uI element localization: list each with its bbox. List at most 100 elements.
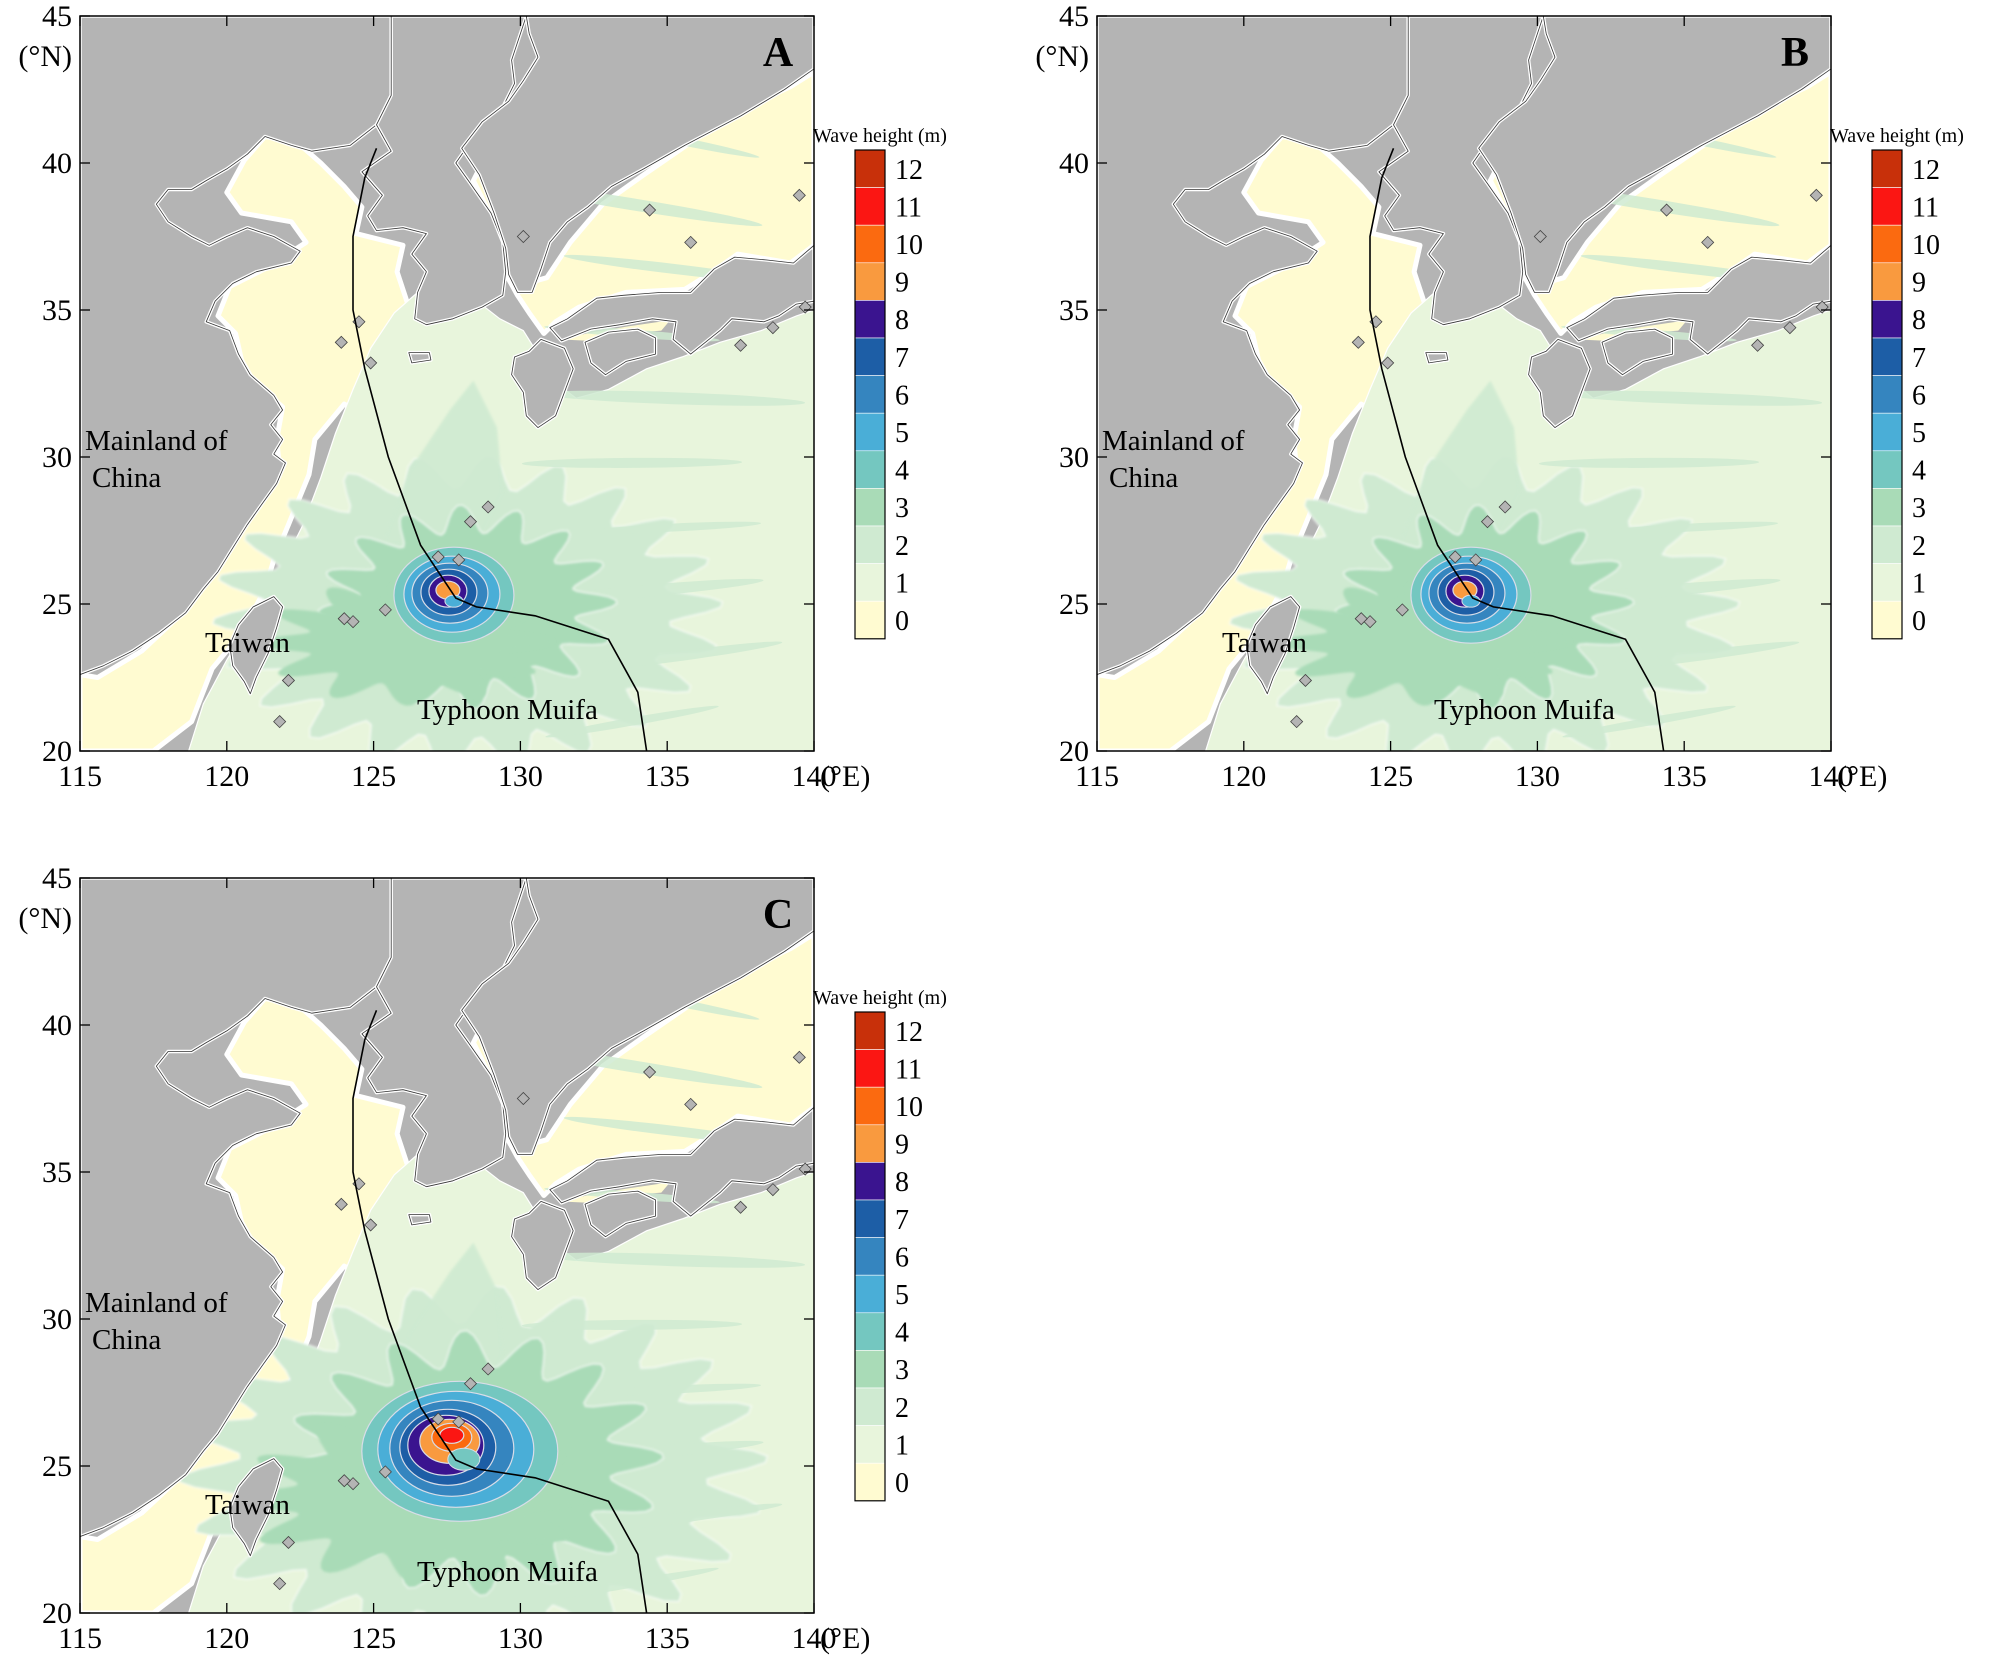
lat-tick-label: 40 [42, 147, 72, 180]
colorbar-label: 7 [1912, 343, 1926, 374]
lat-unit-label: (°N) [18, 902, 72, 935]
colorbar-swatch [1871, 450, 1903, 489]
island-marker [378, 1465, 392, 1479]
typhoon-track [1369, 148, 1665, 751]
colorbar-swatch [1871, 488, 1903, 527]
storm-core [1410, 546, 1532, 644]
map-frame: 115 120 125 130 135 140202530354045(°E)(°N)Ma… [1035, 0, 1964, 793]
label-mainland-china-2: China [1109, 462, 1178, 494]
island-marker [273, 715, 287, 729]
map-frame: 115 120 125 130 135 140202530354045(°E)(°N)Ma… [18, 0, 947, 793]
island-marker [1381, 356, 1395, 370]
lat-tick-label: 45 [1059, 0, 1089, 33]
island-marker [431, 550, 445, 564]
colorbar-swatch [854, 450, 886, 489]
island-marker [766, 321, 780, 335]
colorbar-swatch [854, 1274, 886, 1314]
island-marker [1298, 673, 1313, 688]
lon-tick-label: 135 [645, 1622, 690, 1655]
storm-eye [444, 594, 464, 608]
colorbar-swatch [1871, 337, 1903, 376]
lat-unit-label: (°N) [1035, 40, 1089, 73]
colorbar-label: 1 [1912, 568, 1926, 599]
colorbar-swatch [854, 1312, 886, 1351]
island-marker [273, 1577, 287, 1591]
island-marker [281, 1535, 296, 1550]
lat-tick-label: 40 [1059, 147, 1089, 180]
storm-core [361, 1380, 559, 1522]
island-marker [684, 1097, 698, 1111]
label-taiwan: Taiwan [1222, 627, 1307, 659]
colorbar-label: 10 [1912, 230, 1940, 261]
island-marker [1498, 500, 1512, 514]
colorbar-label: 4 [895, 1318, 909, 1349]
lon-tick-label: 115 [1075, 760, 1119, 793]
island-marker [1783, 321, 1797, 335]
colorbar-title: Wave height (m) [813, 987, 947, 1009]
colorbar-swatch [1871, 300, 1903, 339]
colorbar-label: 11 [895, 192, 922, 223]
lat-tick-label: 45 [42, 0, 72, 33]
lon-tick-label: 115 [58, 1622, 102, 1655]
panel-label: A [763, 30, 794, 76]
storm-eye [1461, 594, 1481, 608]
colorbar-label: 0 [895, 606, 909, 637]
lon-tick-label: 140 [792, 1622, 837, 1655]
colorbar-label: 10 [895, 230, 923, 261]
island-marker [334, 1197, 348, 1211]
island-marker [792, 1050, 806, 1064]
colorbar-label: 10 [895, 1092, 923, 1123]
colorbar-swatch [854, 300, 886, 339]
lat-tick-label: 25 [42, 1450, 72, 1483]
lon-tick-label: 130 [498, 1622, 543, 1655]
panel-label: C [763, 892, 793, 938]
lat-tick-label: 25 [42, 588, 72, 621]
island-marker [516, 1091, 530, 1106]
map-plot-area [80, 878, 814, 1613]
place-labels: Mainland of China Taiwan Typhoon Muifa [85, 1287, 598, 1588]
island-marker [1751, 338, 1765, 352]
colorbar-label: 12 [1912, 155, 1940, 186]
colorbar-swatch [1871, 412, 1903, 452]
lon-unit-label: (°E) [820, 1622, 870, 1655]
lon-tick-label: 135 [1662, 760, 1707, 793]
colorbar-swatch [1871, 224, 1903, 264]
colorbar-label: 3 [895, 493, 909, 524]
colorbar-swatch [854, 1462, 886, 1502]
plot-frame [79, 877, 815, 1614]
colorbar-swatch [854, 525, 886, 564]
lat-tick-label: 35 [42, 1156, 72, 1189]
colorbar-label: 4 [895, 456, 909, 487]
island-marker [378, 603, 392, 617]
island-marker [463, 515, 478, 529]
label-taiwan: Taiwan [205, 1489, 290, 1521]
lon-tick-label: 120 [204, 760, 249, 793]
panel-b: 115 120 125 130 135 140202530354045(°E)(°N)Ma… [1035, 0, 1964, 793]
lat-tick-label: 40 [42, 1009, 72, 1042]
island-marker [281, 673, 296, 688]
colorbar-swatch [854, 1199, 886, 1238]
plot-frame [1096, 15, 1832, 752]
island-marker [1533, 229, 1547, 244]
landmass [80, 16, 814, 729]
colorbar-swatch [854, 375, 886, 414]
island-marker [431, 1412, 445, 1426]
island-marker [364, 356, 378, 370]
colorbar-label: 5 [895, 418, 909, 449]
island-marker [463, 1377, 478, 1391]
label-typhoon-muifa: Typhoon Muifa [1434, 694, 1615, 726]
colorbar-label: 2 [1912, 531, 1926, 562]
lat-tick-label: 35 [42, 294, 72, 327]
colorbar-label: 6 [895, 1242, 909, 1273]
lat-tick-label: 20 [1059, 735, 1089, 768]
island-marker [1351, 335, 1365, 349]
colorbar-label: 2 [895, 1393, 909, 1424]
island-marker [734, 338, 748, 352]
colorbar-swatch [854, 1124, 886, 1163]
label-typhoon-muifa: Typhoon Muifa [417, 1556, 598, 1588]
axis-ticks: 115 120 125 130 135 140 20 25 30 35 40 45 (°E) (°N) [18, 862, 870, 1655]
